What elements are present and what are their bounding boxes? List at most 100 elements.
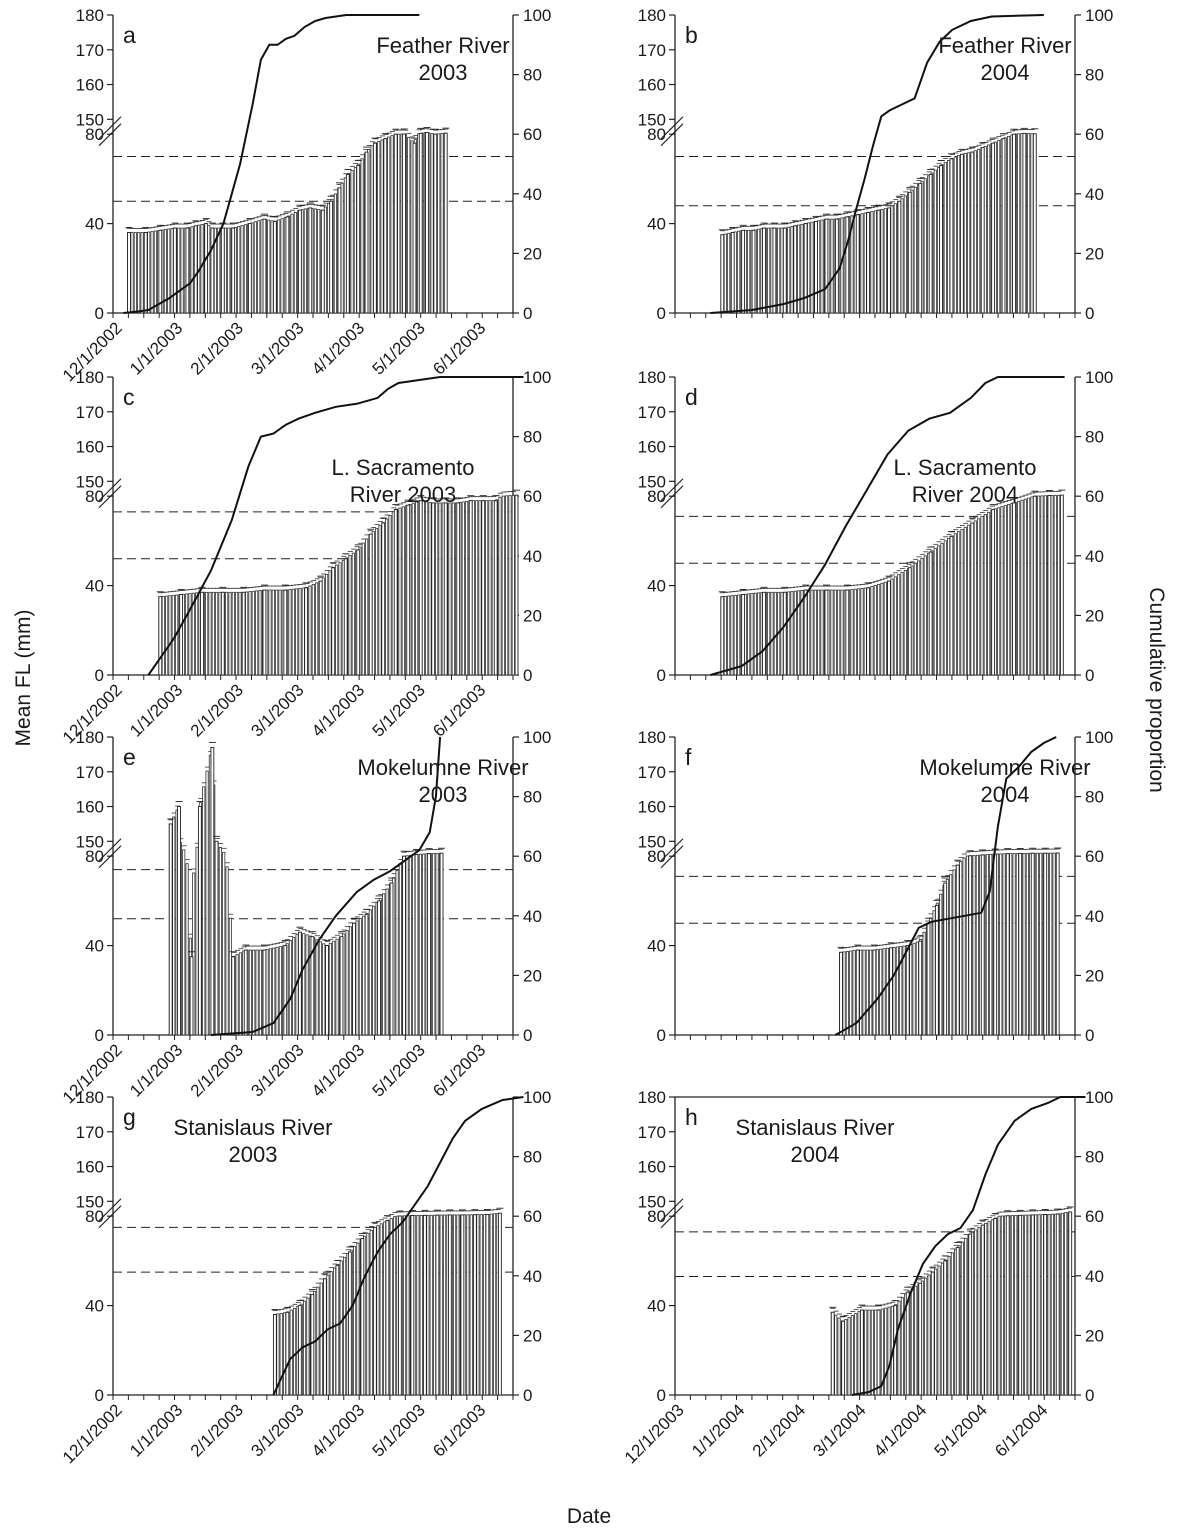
bar bbox=[963, 526, 967, 676]
bar bbox=[960, 529, 964, 676]
bar bbox=[295, 588, 299, 676]
bar bbox=[225, 591, 229, 676]
axis-break-mark bbox=[98, 485, 122, 509]
bar bbox=[498, 496, 502, 676]
axis-break-mark bbox=[98, 116, 122, 140]
bar bbox=[928, 551, 933, 676]
bar bbox=[268, 589, 272, 676]
y-left-tick-label: 0 bbox=[95, 304, 104, 323]
bar bbox=[235, 591, 239, 676]
bar bbox=[488, 500, 492, 676]
y-left-tick-label: 180 bbox=[638, 1088, 666, 1107]
panel-label: f bbox=[685, 744, 692, 770]
bar bbox=[917, 560, 921, 676]
y-right-tick-label: 40 bbox=[523, 547, 542, 566]
bar bbox=[955, 1247, 960, 1396]
panel-title: Mokelumne River bbox=[919, 755, 1090, 780]
bar bbox=[460, 1214, 465, 1396]
bar bbox=[168, 823, 173, 1036]
bar bbox=[372, 905, 376, 1036]
bar bbox=[723, 596, 727, 676]
y-left-tick-label: 180 bbox=[76, 1088, 104, 1107]
y-left-tick-label: 40 bbox=[647, 215, 666, 234]
bar bbox=[180, 227, 184, 314]
x-tick-label: 4/1/2004 bbox=[870, 1400, 930, 1460]
panel-title: 2003 bbox=[229, 1142, 278, 1167]
bar bbox=[240, 225, 244, 314]
bar bbox=[972, 855, 976, 1036]
bar bbox=[1032, 495, 1037, 676]
bar bbox=[329, 200, 334, 314]
bar bbox=[200, 591, 204, 676]
bar bbox=[303, 208, 307, 314]
bar bbox=[195, 846, 199, 1036]
bar bbox=[318, 941, 322, 1036]
bar bbox=[272, 1314, 277, 1396]
panel-title: Stanislaus River bbox=[736, 1115, 895, 1140]
bar bbox=[426, 1214, 430, 1396]
bar bbox=[1018, 852, 1023, 1036]
y-right-tick-label: 80 bbox=[1085, 788, 1104, 807]
bar bbox=[883, 581, 887, 676]
bar bbox=[130, 232, 134, 314]
y-left-tick-label: 0 bbox=[95, 1026, 104, 1045]
x-tick-label: 4/1/2003 bbox=[308, 1040, 368, 1100]
bar bbox=[412, 854, 416, 1036]
bar bbox=[1049, 852, 1053, 1036]
bar bbox=[393, 1216, 397, 1396]
bar bbox=[899, 946, 903, 1036]
cumulative-line bbox=[272, 1096, 524, 1396]
y-right-tick-label: 60 bbox=[1085, 487, 1104, 506]
bar bbox=[737, 230, 741, 314]
y-left-tick-label: 170 bbox=[638, 41, 666, 60]
bar bbox=[514, 494, 519, 676]
bar bbox=[934, 904, 939, 1036]
bar bbox=[435, 852, 439, 1036]
bar bbox=[780, 227, 784, 314]
bar bbox=[770, 591, 774, 676]
y-right-tick-label: 100 bbox=[523, 1088, 551, 1107]
bar bbox=[865, 949, 869, 1036]
bar bbox=[468, 500, 473, 676]
bar bbox=[914, 1285, 918, 1396]
axis-break-mark bbox=[660, 845, 684, 869]
bar bbox=[215, 591, 219, 676]
bar bbox=[422, 1214, 427, 1396]
panel-title: L. Sacramento bbox=[893, 455, 1036, 480]
bar bbox=[947, 537, 951, 676]
bar bbox=[378, 525, 382, 676]
x-tick-label: 1/1/2003 bbox=[126, 1400, 186, 1460]
bar bbox=[859, 1309, 864, 1396]
bar bbox=[192, 872, 196, 1036]
y-left-tick-label: 150 bbox=[638, 472, 666, 491]
bar bbox=[980, 147, 985, 314]
bar bbox=[153, 230, 157, 314]
bar bbox=[973, 150, 977, 314]
y-right-tick-label: 0 bbox=[523, 1026, 532, 1045]
bar bbox=[275, 946, 279, 1036]
cumulative-line bbox=[834, 736, 1057, 1036]
bar bbox=[933, 169, 937, 314]
bar bbox=[419, 1215, 423, 1396]
bar bbox=[338, 562, 342, 676]
bar bbox=[335, 1264, 340, 1396]
bar bbox=[854, 1313, 858, 1396]
bar bbox=[923, 555, 927, 676]
bar bbox=[485, 1214, 490, 1396]
bar bbox=[939, 165, 943, 314]
panel-title: 2004 bbox=[981, 60, 1030, 85]
bar bbox=[381, 522, 386, 676]
bar bbox=[218, 591, 222, 676]
bar bbox=[193, 225, 198, 314]
bar bbox=[1022, 132, 1027, 314]
bar bbox=[370, 145, 374, 314]
y-left-tick-label: 40 bbox=[85, 937, 104, 956]
y-left-tick-label: 170 bbox=[638, 403, 666, 422]
bar bbox=[903, 570, 907, 676]
y-right-tick-label: 40 bbox=[1085, 907, 1104, 926]
y-right-tick-label: 20 bbox=[1085, 244, 1104, 263]
bar bbox=[337, 187, 342, 314]
y-right-tick-label: 60 bbox=[523, 847, 542, 866]
